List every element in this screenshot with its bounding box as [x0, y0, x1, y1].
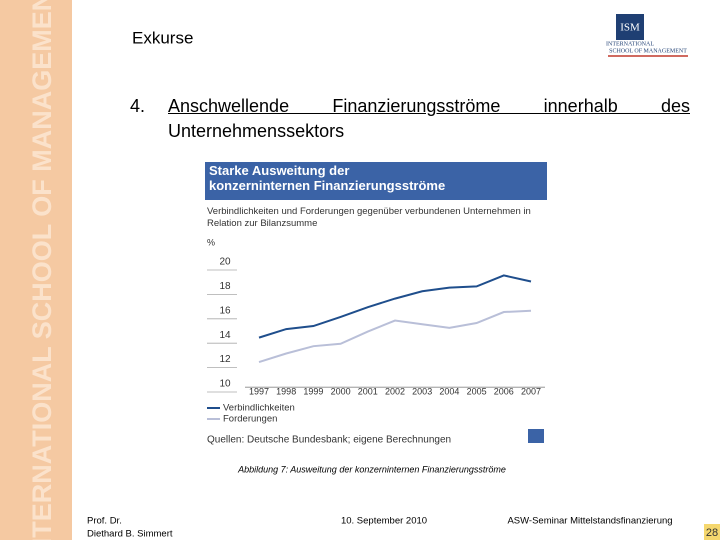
logo-line: INTERNATIONAL: [606, 41, 654, 47]
y-tick-label: 10: [219, 379, 231, 390]
page-box: [704, 524, 720, 540]
line-series: [258, 274, 532, 339]
x-tick-label: 2005: [467, 387, 487, 397]
source: Quellen: Deutsche Bundesbank; eigene Ber…: [207, 435, 451, 446]
footer-author: Prof. Dr.: [87, 516, 122, 527]
x-tick-label: 2006: [494, 387, 514, 397]
source-icon: [528, 429, 544, 443]
footer-event: ASW-Seminar Mittelstandsfinanzierung: [507, 516, 672, 527]
y-tick-label: 12: [219, 354, 231, 365]
footer-date: 10. September 2010: [341, 516, 427, 527]
x-tick-label: 2003: [412, 387, 432, 397]
slide-title: Exkurse: [132, 28, 193, 47]
x-tick-label: 2000: [331, 387, 351, 397]
x-tick-label: 2004: [439, 387, 459, 397]
chart-title-box: [205, 162, 547, 200]
y-tick-label: 16: [219, 305, 231, 316]
heading-number: 4.: [130, 96, 146, 116]
x-tick-label: 2001: [358, 387, 378, 397]
chart-subtitle: Verbindlichkeiten und Forderungen gegenü…: [207, 206, 531, 229]
x-tick-label: 2007: [521, 387, 541, 397]
y-axis-label: %: [207, 237, 215, 247]
banner-strip: [0, 0, 72, 540]
footer-author: Diethard B. Simmert: [87, 529, 173, 540]
logo-mark: ISM: [620, 22, 640, 34]
chart-title: Starke Ausweitung der konzerninternen Fin…: [209, 163, 445, 193]
x-tick-label: 1997: [249, 387, 269, 397]
y-tick-label: 14: [219, 330, 231, 341]
caption: Abbildung 7: Ausweitung der konzerninter…: [237, 464, 506, 474]
x-tick-label: 1999: [303, 387, 323, 397]
y-tick-label: 20: [219, 257, 231, 268]
x-tick-label: 1998: [276, 387, 296, 397]
page-number: 28: [706, 527, 718, 539]
legend-label: Forderungen: [223, 414, 277, 425]
line-series: [258, 309, 532, 363]
logo-line: SCHOOL OF MANAGEMENT: [609, 48, 687, 54]
x-tick-label: 2002: [385, 387, 405, 397]
legend-label: Verbindlichkeiten: [223, 403, 295, 414]
y-tick-label: 18: [219, 281, 231, 292]
logo-box: [616, 14, 644, 40]
banner-text: INTERNATIONAL SCHOOL OF MANAGEMENT: [27, 0, 57, 540]
heading: Anschwellende Finanzierungsströme innerh…: [168, 96, 690, 141]
